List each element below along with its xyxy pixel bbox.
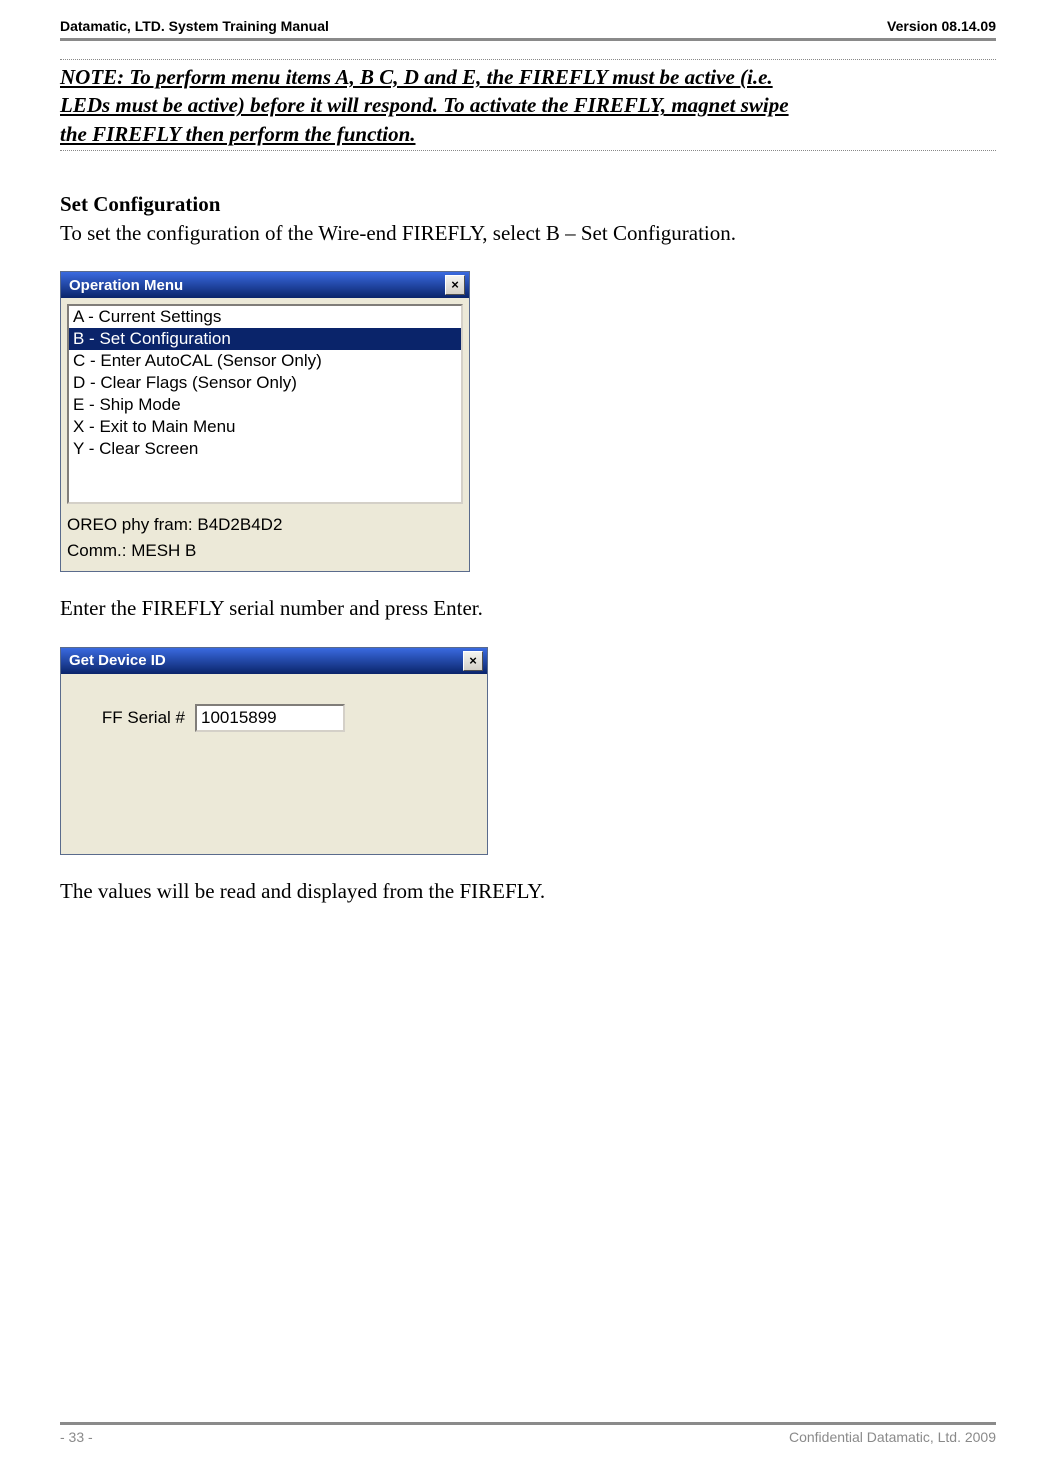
get-device-id-titlebar: Get Device ID × bbox=[61, 648, 487, 674]
list-item[interactable]: A - Current Settings bbox=[69, 306, 461, 328]
operation-menu-title: Operation Menu bbox=[69, 277, 445, 294]
mid-text: Enter the FIREFLY serial number and pres… bbox=[60, 594, 996, 622]
note-line1: NOTE: To perform menu items A, B C, D an… bbox=[60, 65, 773, 89]
get-device-id-title: Get Device ID bbox=[69, 652, 463, 669]
operation-menu-titlebar: Operation Menu × bbox=[61, 272, 469, 298]
section-heading: Set Configuration bbox=[60, 192, 996, 217]
page: Datamatic, LTD. System Training Manual V… bbox=[0, 0, 1056, 1471]
serial-label: FF Serial # bbox=[75, 708, 185, 728]
note-line2: LEDs must be active) before it will resp… bbox=[60, 93, 789, 117]
page-number: - 33 - bbox=[60, 1429, 93, 1445]
list-item[interactable]: E - Ship Mode bbox=[69, 394, 461, 416]
list-item[interactable]: B - Set Configuration bbox=[69, 328, 461, 350]
page-footer: - 33 - Confidential Datamatic, Ltd. 2009 bbox=[60, 1422, 996, 1445]
header-right: Version 08.14.09 bbox=[887, 18, 996, 34]
header-left: Datamatic, LTD. System Training Manual bbox=[60, 18, 329, 34]
section-intro: To set the configuration of the Wire-end… bbox=[60, 219, 996, 247]
device-id-form: FF Serial # bbox=[61, 674, 487, 854]
serial-row: FF Serial # bbox=[75, 704, 473, 732]
note-bottom-rule bbox=[60, 150, 996, 152]
footer-rule bbox=[60, 1422, 996, 1425]
note-line3: the FIREFLY then perform the function. bbox=[60, 122, 416, 146]
list-item[interactable]: C - Enter AutoCAL (Sensor Only) bbox=[69, 350, 461, 372]
operation-menu-listbox[interactable]: A - Current Settings B - Set Configurati… bbox=[67, 304, 463, 504]
note-block: NOTE: To perform menu items A, B C, D an… bbox=[60, 61, 996, 150]
list-item[interactable]: Y - Clear Screen bbox=[69, 438, 461, 460]
list-item[interactable]: X - Exit to Main Menu bbox=[69, 416, 461, 438]
header-rule bbox=[60, 38, 996, 41]
footer-row: - 33 - Confidential Datamatic, Ltd. 2009 bbox=[60, 1429, 996, 1445]
serial-input[interactable] bbox=[195, 704, 345, 732]
operation-menu-status: OREO phy fram: B4D2B4D2 Comm.: MESH B bbox=[61, 510, 469, 571]
close-icon[interactable]: × bbox=[445, 275, 465, 295]
close-icon[interactable]: × bbox=[463, 651, 483, 671]
list-item[interactable]: D - Clear Flags (Sensor Only) bbox=[69, 372, 461, 394]
page-header: Datamatic, LTD. System Training Manual V… bbox=[60, 18, 996, 34]
status-line-1: OREO phy fram: B4D2B4D2 bbox=[67, 512, 463, 538]
operation-menu-window: Operation Menu × A - Current Settings B … bbox=[60, 271, 470, 572]
after-text: The values will be read and displayed fr… bbox=[60, 877, 996, 905]
footer-confidential: Confidential Datamatic, Ltd. 2009 bbox=[789, 1429, 996, 1445]
get-device-id-window: Get Device ID × FF Serial # bbox=[60, 647, 488, 855]
status-line-2: Comm.: MESH B bbox=[67, 538, 463, 564]
